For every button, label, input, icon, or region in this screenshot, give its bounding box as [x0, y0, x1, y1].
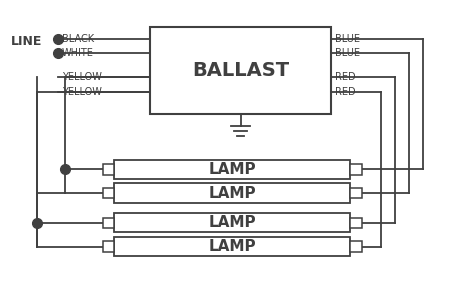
Bar — [103, 188, 115, 198]
Text: BLACK: BLACK — [62, 34, 94, 44]
Text: WHITE: WHITE — [62, 48, 93, 59]
Bar — [115, 213, 350, 232]
Bar — [103, 241, 115, 252]
Bar — [115, 183, 350, 203]
Text: BLUE: BLUE — [335, 48, 360, 59]
Bar — [350, 218, 362, 228]
Bar — [350, 241, 362, 252]
Text: LAMP: LAMP — [209, 239, 256, 254]
Text: RED: RED — [335, 87, 356, 97]
Text: YELLOW: YELLOW — [62, 87, 101, 97]
Bar — [350, 164, 362, 175]
Bar — [350, 188, 362, 198]
Text: BALLAST: BALLAST — [192, 61, 289, 80]
Text: LAMP: LAMP — [209, 186, 256, 201]
Bar — [115, 160, 350, 179]
Bar — [103, 164, 115, 175]
Text: LAMP: LAMP — [209, 215, 256, 230]
Text: LAMP: LAMP — [209, 162, 256, 177]
Text: LINE: LINE — [11, 35, 42, 48]
Text: BLUE: BLUE — [335, 34, 360, 44]
Bar — [115, 237, 350, 256]
Bar — [150, 27, 331, 114]
Bar — [103, 218, 115, 228]
Text: RED: RED — [335, 72, 356, 82]
Text: YELLOW: YELLOW — [62, 72, 101, 82]
